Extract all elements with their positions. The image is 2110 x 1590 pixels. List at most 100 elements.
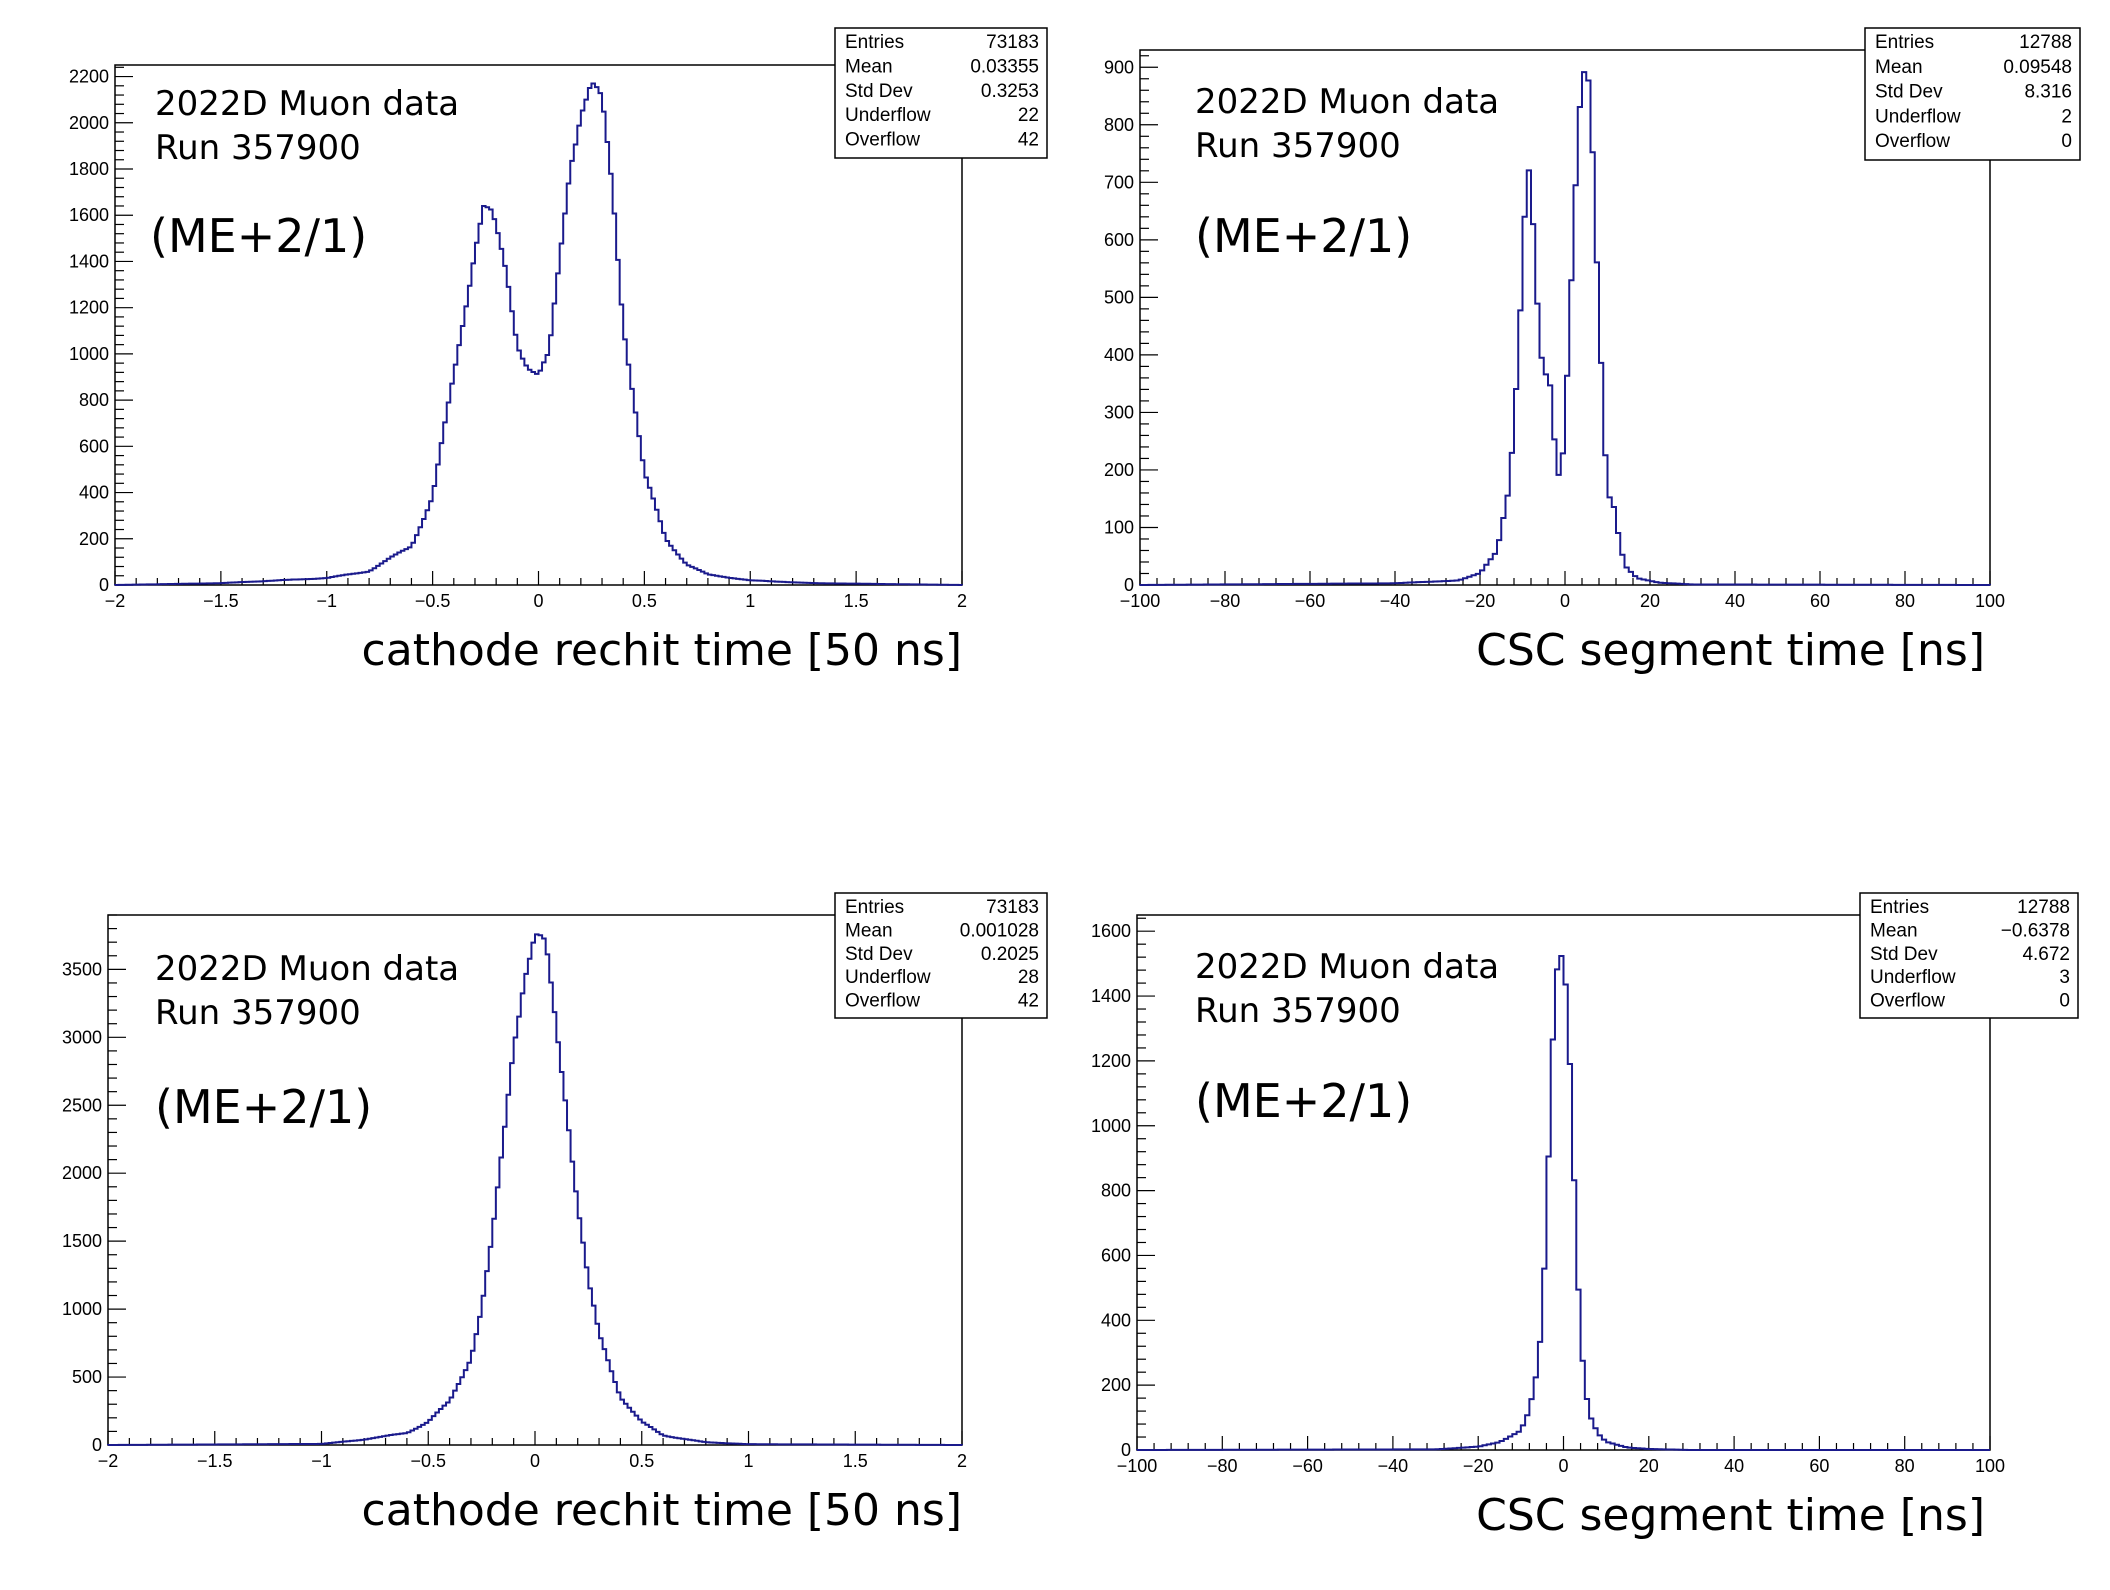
y-tick-label: 200: [1104, 460, 1134, 480]
x-tick-label: −60: [1292, 1456, 1323, 1476]
y-tick-label: 0: [99, 575, 109, 595]
y-tick-label: 800: [1101, 1181, 1131, 1201]
chart-1: −100 −80 −60 −40 −20 0 20 40 60 80 100010020030040…: [1104, 27, 2081, 676]
x-tick-label: 100: [1975, 1456, 2005, 1476]
dataset-annotation: 2022D Muon data: [1195, 82, 1499, 122]
stats-label: Overflow: [845, 130, 920, 151]
y-tick-label: 300: [1104, 402, 1134, 422]
y-tick-label: 600: [1101, 1245, 1131, 1265]
y-tick-label: 3500: [62, 959, 102, 979]
stats-box: Entries 73183 Mean 0.03355 Std Dev 0.3253 Unde…: [834, 27, 1048, 159]
chart-0: −2 −1.5 −1 −0.5 0 0.5 1 1.5 2 0 200 400 600 800 1000 12…: [69, 27, 1048, 676]
stats-value: 4.672: [2022, 944, 2070, 965]
x-tick-label: 100: [1975, 591, 2005, 611]
stats-label: Mean: [845, 920, 893, 941]
dataset-annotation: 2022D Muon data: [1195, 947, 1499, 987]
x-tick-label: 20: [1640, 591, 1660, 611]
histogram-panel-top-right: −100 −80 −60 −40 −20 0 20 40 60 80 100 0 100 200 300 40…: [1055, 0, 2110, 795]
stats-value: 0.09548: [2003, 57, 2072, 78]
x-tick-label: 60: [1810, 591, 1830, 611]
y-tick-label: 600: [1104, 230, 1134, 250]
dataset-annotation: Run 357900: [1195, 126, 1401, 166]
x-tick-label: −100: [1120, 591, 1161, 611]
stats-value: 22: [1018, 105, 1039, 126]
x-tick-label: 0.5: [629, 1451, 654, 1471]
dataset-annotation: Run 357900: [1195, 991, 1401, 1031]
x-tick-label: 2: [957, 1451, 967, 1471]
stats-label: Overflow: [845, 991, 920, 1012]
stats-value: 28: [1018, 967, 1039, 988]
x-tick-label: −60: [1295, 591, 1326, 611]
x-tick-label: 40: [1724, 1456, 1744, 1476]
x-tick-label: 60: [1809, 1456, 1829, 1476]
chart-2: −2 −1.5 −1 −0.5 0 0.5 1 1.5 2 0 500 1000 1500 2000 250…: [62, 892, 1048, 1536]
station-label: (ME+2/1): [1195, 209, 1412, 263]
y-tick-label: 600: [79, 436, 109, 456]
x-tick-label: 0: [1558, 1456, 1568, 1476]
stats-label: Std Dev: [1875, 82, 1943, 103]
histogram-series: [1136, 954, 1990, 1451]
stats-value: 0: [2061, 131, 2072, 152]
x-tick-label: 1.5: [844, 591, 869, 611]
x-tick-label: −20: [1465, 591, 1496, 611]
y-tick-label: 400: [79, 483, 109, 503]
y-tick-label: 3000: [62, 1027, 102, 1047]
histogram-panel-bottom-right: −100 −80 −60 −40 −20 0 20 40 60 80 100 0 200 400 600 80…: [1055, 795, 2110, 1590]
stats-value: 8.316: [2024, 82, 2072, 103]
x-tick-label: −1: [311, 1451, 332, 1471]
stats-value: −0.6378: [2001, 920, 2070, 941]
stats-value: 73183: [986, 897, 1039, 918]
stats-box: Entries 12788 Mean 0.09548 Std Dev 8.316 Under…: [1864, 27, 2081, 161]
y-tick-label: 200: [79, 529, 109, 549]
x-tick-label: −1.5: [197, 1451, 233, 1471]
x-tick-label: −40: [1380, 591, 1411, 611]
x-tick-label: −1: [316, 591, 337, 611]
stats-value: 2: [2061, 106, 2072, 127]
y-tick-label: 2000: [69, 113, 109, 133]
x-tick-label: −2: [105, 591, 126, 611]
stats-value: 42: [1018, 991, 1039, 1012]
stats-label: Underflow: [1870, 967, 1956, 988]
x-tick-label: 2: [957, 591, 967, 611]
y-tick-label: 400: [1101, 1310, 1131, 1330]
y-tick-label: 800: [79, 390, 109, 410]
stats-label: Std Dev: [1870, 944, 1938, 965]
y-tick-label: 1600: [69, 205, 109, 225]
y-tick-label: 0: [1121, 1440, 1131, 1460]
y-tick-label: 2200: [69, 67, 109, 87]
x-tick-label: −2: [98, 1451, 119, 1471]
stats-label: Std Dev: [845, 944, 913, 965]
x-tick-label: −20: [1463, 1456, 1494, 1476]
stats-box: Entries 73183 Mean 0.001028 Std Dev 0.2025 Und…: [834, 892, 1048, 1019]
stats-label: Std Dev: [845, 81, 913, 102]
x-tick-label: 0: [533, 591, 543, 611]
x-tick-label: 0.5: [632, 591, 657, 611]
station-label: (ME+2/1): [150, 209, 367, 263]
x-tick-label: 20: [1639, 1456, 1659, 1476]
stats-box: Entries 12788 Mean −0.6378 Std Dev 4.672 Under…: [1859, 892, 2079, 1019]
y-tick-label: 1200: [69, 298, 109, 318]
dataset-annotation: 2022D Muon data: [155, 949, 459, 989]
station-label: (ME+2/1): [155, 1080, 372, 1134]
y-tick-label: 100: [1104, 517, 1134, 537]
x-tick-label: −80: [1207, 1456, 1238, 1476]
stats-label: Underflow: [1875, 106, 1961, 127]
y-tick-label: 900: [1104, 57, 1134, 77]
x-tick-label: −40: [1378, 1456, 1409, 1476]
y-tick-label: 0: [92, 1435, 102, 1455]
stats-label: Entries: [1870, 897, 1929, 918]
stats-label: Underflow: [845, 105, 931, 126]
y-tick-label: 1200: [1091, 1051, 1131, 1071]
stats-label: Entries: [1875, 32, 1934, 53]
x-axis-label: cathode rechit time [50 ns]: [362, 625, 962, 676]
y-tick-label: 1000: [69, 344, 109, 364]
chart-3: −100 −80 −60 −40 −20 0 20 40 60 80 100020040060080…: [1091, 892, 2079, 1541]
dataset-annotation: Run 357900: [155, 128, 361, 168]
stats-label: Entries: [845, 32, 904, 53]
y-tick-label: 1600: [1091, 921, 1131, 941]
x-tick-label: 80: [1895, 591, 1915, 611]
x-tick-label: 1.5: [843, 1451, 868, 1471]
y-tick-label: 500: [1104, 287, 1134, 307]
y-tick-label: 400: [1104, 345, 1134, 365]
histogram-series: [114, 82, 963, 586]
